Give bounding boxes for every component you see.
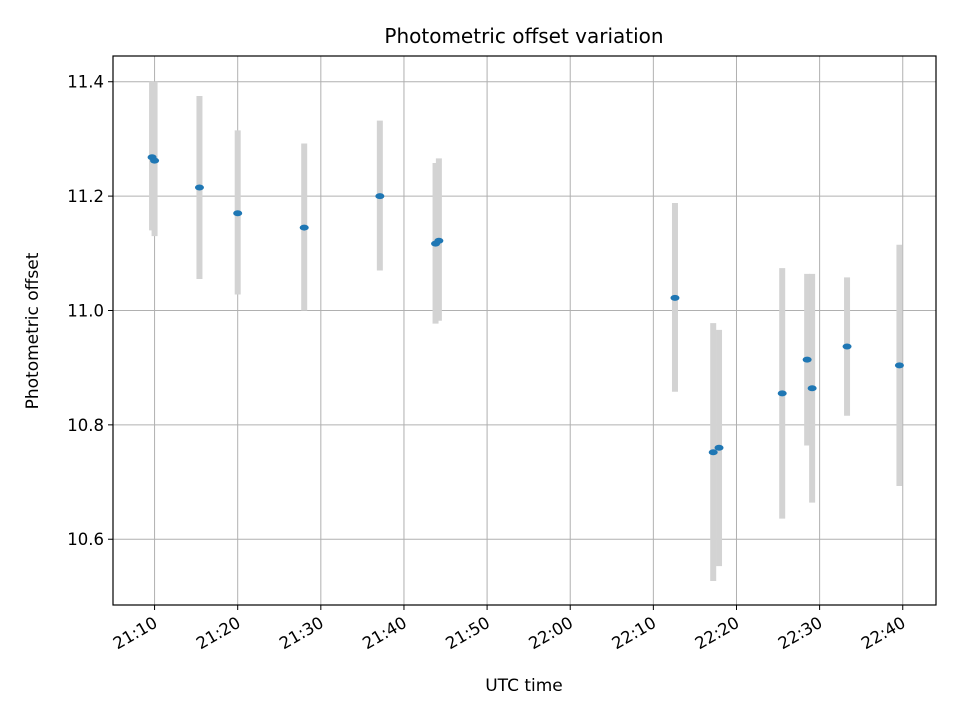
- data-point: [894, 362, 904, 369]
- y-tick-label: 10.8: [67, 416, 104, 435]
- x-tick-label: 22:00: [526, 613, 577, 653]
- data-point: [194, 184, 204, 191]
- data-point: [842, 343, 852, 350]
- data-point: [802, 356, 812, 363]
- x-tick-label: 21:40: [359, 613, 410, 653]
- data-point: [233, 210, 243, 217]
- y-tick-label: 11.4: [67, 73, 104, 92]
- x-tick-label: 21:20: [193, 613, 244, 653]
- x-tick-label: 21:30: [276, 613, 327, 653]
- x-tick-label: 22:30: [775, 613, 826, 653]
- y-axis-label: Photometric offset: [23, 252, 43, 409]
- data-point: [299, 224, 309, 231]
- chart-title: Photometric offset variation: [384, 24, 663, 48]
- data-point: [777, 390, 787, 397]
- x-tick-label: 22:10: [609, 613, 660, 653]
- x-tick-label: 21:10: [110, 613, 161, 653]
- x-axis-label: UTC time: [485, 676, 563, 696]
- data-point: [670, 294, 680, 301]
- data-point: [150, 157, 160, 164]
- data-point: [807, 385, 817, 392]
- y-tick-label: 11.0: [67, 301, 104, 320]
- y-tick-label: 10.6: [67, 530, 104, 549]
- x-tick-label: 21:50: [442, 613, 493, 653]
- y-tick-label: 11.2: [67, 187, 104, 206]
- data-point: [375, 193, 385, 200]
- data-points: [147, 154, 904, 456]
- plot-frame: [112, 55, 937, 606]
- x-tick-label: 22:20: [692, 613, 743, 653]
- grid: [113, 56, 936, 605]
- data-point: [714, 444, 724, 451]
- data-point: [708, 449, 718, 456]
- error-bars: [149, 81, 903, 581]
- data-point: [434, 237, 444, 244]
- x-tick-label: 22:40: [858, 613, 909, 653]
